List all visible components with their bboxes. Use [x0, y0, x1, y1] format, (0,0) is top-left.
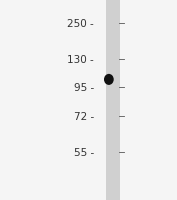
Text: 95 -: 95 - — [74, 83, 94, 93]
Text: 72 -: 72 - — [74, 111, 94, 121]
Text: 250 -: 250 - — [67, 19, 94, 29]
Text: 130 -: 130 - — [67, 55, 94, 65]
Ellipse shape — [104, 74, 114, 86]
Text: 55 -: 55 - — [74, 147, 94, 157]
Bar — [106, 0, 120, 200]
